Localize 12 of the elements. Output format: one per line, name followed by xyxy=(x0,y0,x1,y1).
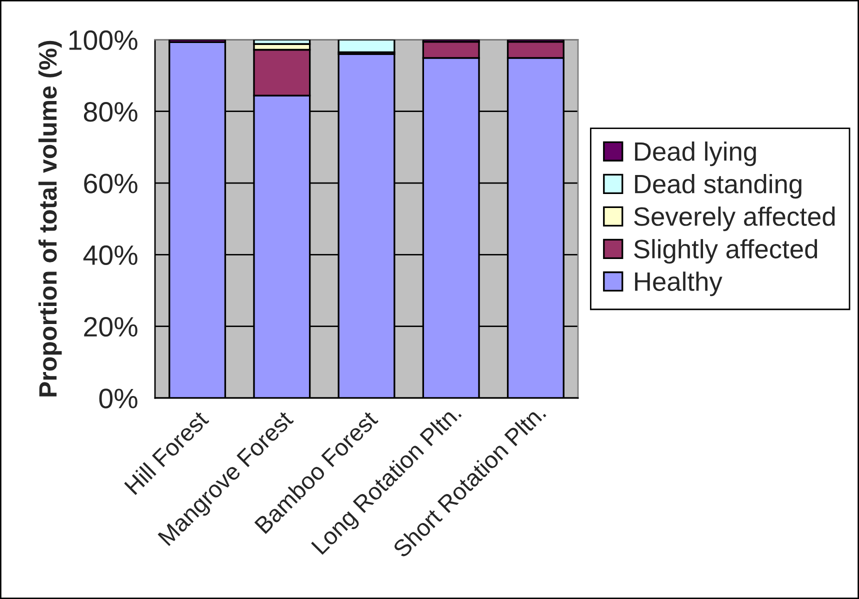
legend-label: Slightly affected xyxy=(634,239,818,264)
y-tick-label: 0% xyxy=(99,388,138,408)
y-tick-label: 100% xyxy=(69,30,138,50)
y-tick-label: 40% xyxy=(83,245,138,266)
y-axis-title: Proportion of total volume (%) xyxy=(38,40,62,396)
y-tick-label: 80% xyxy=(84,102,138,122)
legend-label: Dead standing xyxy=(635,174,802,199)
legend-label: Dead lying xyxy=(635,142,756,166)
legend-label: Severely affected xyxy=(634,206,835,232)
y-tick-label: 20% xyxy=(84,317,138,337)
legend-label: Healthy xyxy=(635,272,722,296)
y-tick-label: 60% xyxy=(84,174,138,194)
